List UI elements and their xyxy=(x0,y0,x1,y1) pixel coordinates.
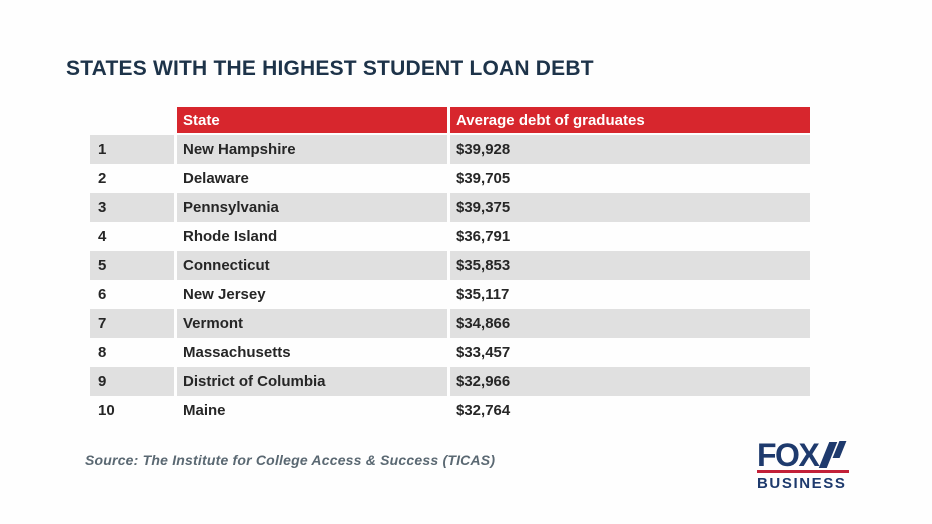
table-row: 2 Delaware $39,705 xyxy=(90,164,810,193)
table-header-row: State Average debt of graduates xyxy=(90,107,810,133)
table-row: 1 New Hampshire $39,928 xyxy=(90,135,810,164)
row-rank-cell: 9 xyxy=(90,367,174,396)
row-rank-cell: 10 xyxy=(98,402,115,419)
row-state-cell: New Hampshire xyxy=(177,135,447,164)
row-rank-cell: 4 xyxy=(98,228,107,245)
table-row: 4 Rhode Island $36,791 xyxy=(90,222,810,251)
table-row: 10 Maine $32,764 xyxy=(90,396,810,425)
row-debt-cell: $35,853 xyxy=(450,251,810,280)
table-row: 6 New Jersey $35,117 xyxy=(90,280,810,309)
row-rank-cell: 2 xyxy=(98,170,107,187)
fox-business-logo: FOX BUSINESS xyxy=(757,437,849,492)
student-debt-table: State Average debt of graduates 1 New Ham… xyxy=(90,107,810,425)
table-row: 8 Massachusetts $33,457 xyxy=(90,338,810,367)
fox-logo-text: FOX xyxy=(757,437,820,473)
row-rank-cell: 8 xyxy=(98,344,107,361)
row-rank-cell: 3 xyxy=(90,193,174,222)
row-debt-cell: $32,764 xyxy=(456,402,511,419)
row-state-cell: Delaware xyxy=(183,170,249,187)
column-header-state: State xyxy=(177,107,447,133)
row-state-cell: Maine xyxy=(183,402,226,419)
row-rank-cell: 7 xyxy=(90,309,174,338)
row-debt-cell: $34,866 xyxy=(450,309,810,338)
row-debt-cell: $39,928 xyxy=(450,135,810,164)
row-debt-cell: $36,791 xyxy=(456,228,511,245)
row-state-cell: Rhode Island xyxy=(183,228,278,245)
row-rank-cell: 6 xyxy=(98,286,107,303)
row-state-cell: Connecticut xyxy=(177,251,447,280)
business-logo-text: BUSINESS xyxy=(757,475,847,492)
row-debt-cell: $33,457 xyxy=(456,344,511,361)
page-title: STATES WITH THE HIGHEST STUDENT LOAN DEB… xyxy=(66,57,594,80)
source-note: Source: The Institute for College Access… xyxy=(85,452,496,468)
row-debt-cell: $32,966 xyxy=(450,367,810,396)
logo-red-line xyxy=(757,470,849,473)
column-header-debt: Average debt of graduates xyxy=(450,107,810,133)
row-debt-cell: $35,117 xyxy=(456,286,510,303)
row-debt-cell: $39,705 xyxy=(456,170,511,187)
row-debt-cell: $39,375 xyxy=(450,193,810,222)
row-state-cell: New Jersey xyxy=(183,286,266,303)
table-body: 1 New Hampshire $39,928 2 Delaware $39,705 3 Pe… xyxy=(90,135,810,425)
row-state-cell: District of Columbia xyxy=(177,367,447,396)
row-state-cell: Vermont xyxy=(177,309,447,338)
table-row: 3 Pennsylvania $39,375 xyxy=(90,193,810,222)
row-rank-cell: 5 xyxy=(90,251,174,280)
row-state-cell: Pennsylvania xyxy=(177,193,447,222)
row-rank-cell: 1 xyxy=(90,135,174,164)
fox-logo-row: FOX xyxy=(757,437,849,473)
table-row: 9 District of Columbia $32,966 xyxy=(90,367,810,396)
header-rank-spacer xyxy=(90,107,174,133)
row-state-cell: Massachusetts xyxy=(183,344,291,361)
table-row: 5 Connecticut $35,853 xyxy=(90,251,810,280)
table-row: 7 Vermont $34,866 xyxy=(90,309,810,338)
